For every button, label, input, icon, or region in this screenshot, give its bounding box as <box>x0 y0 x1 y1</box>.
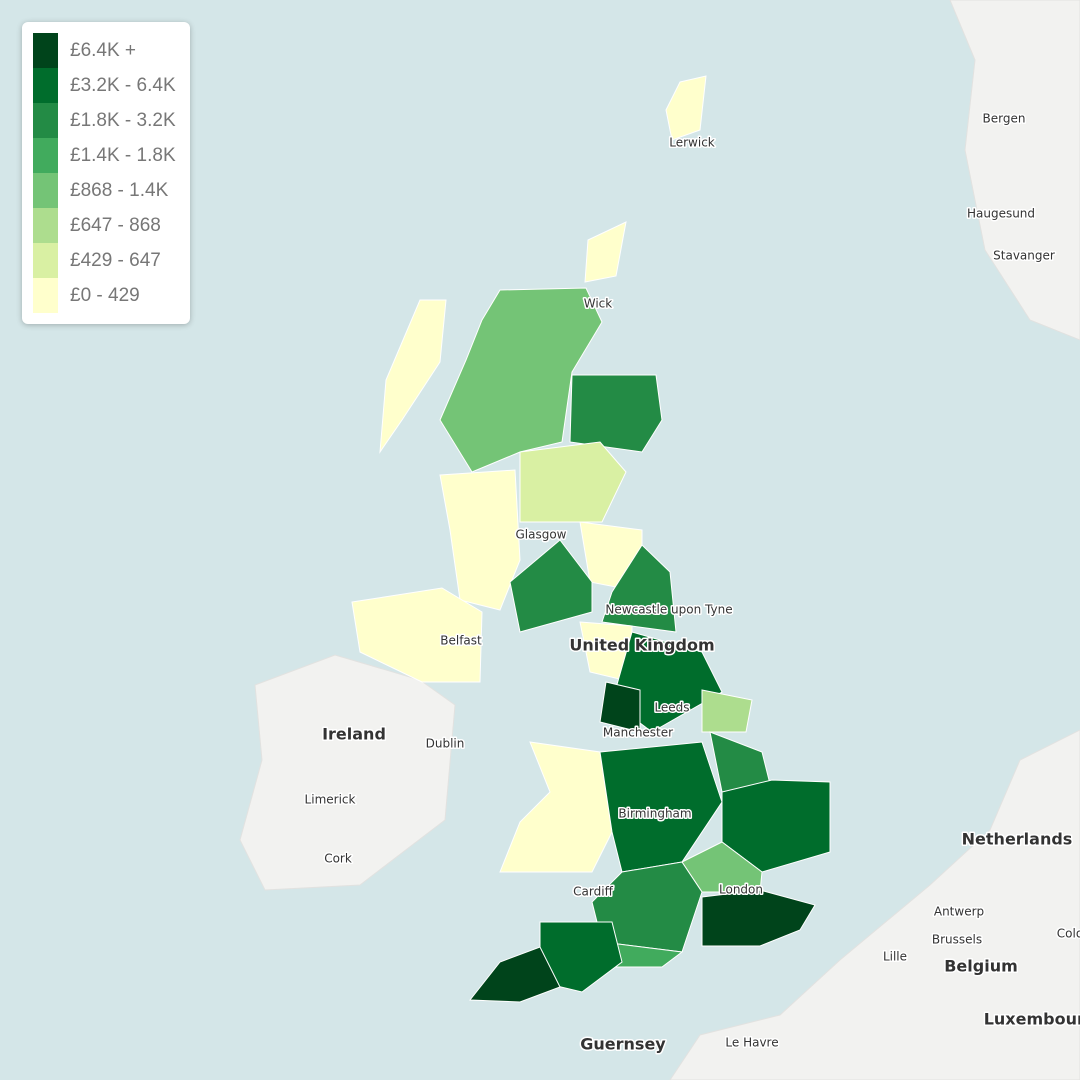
city-label: Cork <box>324 852 352 866</box>
country-label: Guernsey <box>580 1035 666 1054</box>
city-label: Le Havre <box>725 1036 778 1050</box>
city-label: Limerick <box>305 793 356 807</box>
city-label: Dublin <box>426 737 465 751</box>
country-label: Netherlands <box>962 830 1073 849</box>
legend-swatch <box>33 208 58 243</box>
ireland <box>239 654 456 891</box>
country-label: United Kingdom <box>569 636 714 655</box>
legend-label: £429 - 647 <box>70 250 161 271</box>
legend-item: £868 - 1.4K <box>33 173 183 208</box>
city-label: Colo <box>1057 927 1080 941</box>
region[interactable] <box>584 221 627 283</box>
legend-item: £3.2K - 6.4K <box>33 68 183 103</box>
city-label: Manchester <box>603 726 673 740</box>
legend-swatch <box>33 103 58 138</box>
legend-item: £6.4K + <box>33 33 183 68</box>
region[interactable] <box>351 587 483 683</box>
region[interactable] <box>468 946 561 1003</box>
region[interactable] <box>701 889 816 947</box>
legend-label: £6.4K + <box>70 40 137 61</box>
city-label: Antwerp <box>934 905 984 919</box>
city-label: Belfast <box>440 634 482 648</box>
legend-swatch <box>33 33 58 68</box>
region[interactable] <box>439 469 521 611</box>
legend-item: £429 - 647 <box>33 243 183 278</box>
legend-label: £868 - 1.4K <box>70 180 169 201</box>
legend-label: £3.2K - 6.4K <box>70 75 176 96</box>
city-label: Stavanger <box>993 249 1055 263</box>
legend-swatch <box>33 138 58 173</box>
legend-swatch <box>33 278 58 313</box>
legend-item: £0 - 429 <box>33 278 183 313</box>
legend: £6.4K + £3.2K - 6.4K £1.8K - 3.2K £1.4K - 1… <box>22 22 190 324</box>
legend-item: £1.4K - 1.8K <box>33 138 183 173</box>
norway <box>949 0 1080 341</box>
city-label: Birmingham <box>618 807 691 821</box>
region[interactable] <box>379 299 447 454</box>
country-label: Belgium <box>944 957 1018 976</box>
legend-swatch <box>33 173 58 208</box>
legend-swatch <box>33 68 58 103</box>
legend-swatch <box>33 243 58 278</box>
city-label: Cardiff <box>573 885 613 899</box>
legend-label: £1.8K - 3.2K <box>70 110 176 131</box>
region[interactable] <box>665 75 707 141</box>
city-label: Brussels <box>932 933 982 947</box>
country-label: Ireland <box>322 725 386 744</box>
region[interactable] <box>569 374 663 453</box>
city-label: Haugesund <box>967 207 1035 221</box>
region[interactable] <box>519 441 627 523</box>
legend-item: £647 - 868 <box>33 208 183 243</box>
city-label: Lille <box>883 950 907 964</box>
legend-item: £1.8K - 3.2K <box>33 103 183 138</box>
city-label: Leeds <box>654 701 689 715</box>
city-label: Lerwick <box>669 136 715 150</box>
region[interactable] <box>601 544 677 633</box>
city-label: London <box>719 883 763 897</box>
legend-label: £0 - 429 <box>70 285 140 306</box>
city-label: Wick <box>584 297 613 311</box>
legend-label: £1.4K - 1.8K <box>70 145 176 166</box>
region[interactable] <box>509 539 593 633</box>
europe <box>669 729 1080 1080</box>
region[interactable] <box>701 689 753 733</box>
city-label: Bergen <box>983 112 1026 126</box>
city-label: Newcastle upon Tyne <box>605 603 732 617</box>
country-label: Luxembourg <box>984 1010 1080 1029</box>
region[interactable] <box>599 681 641 733</box>
city-label: Glasgow <box>515 528 566 542</box>
legend-label: £647 - 868 <box>70 215 161 236</box>
